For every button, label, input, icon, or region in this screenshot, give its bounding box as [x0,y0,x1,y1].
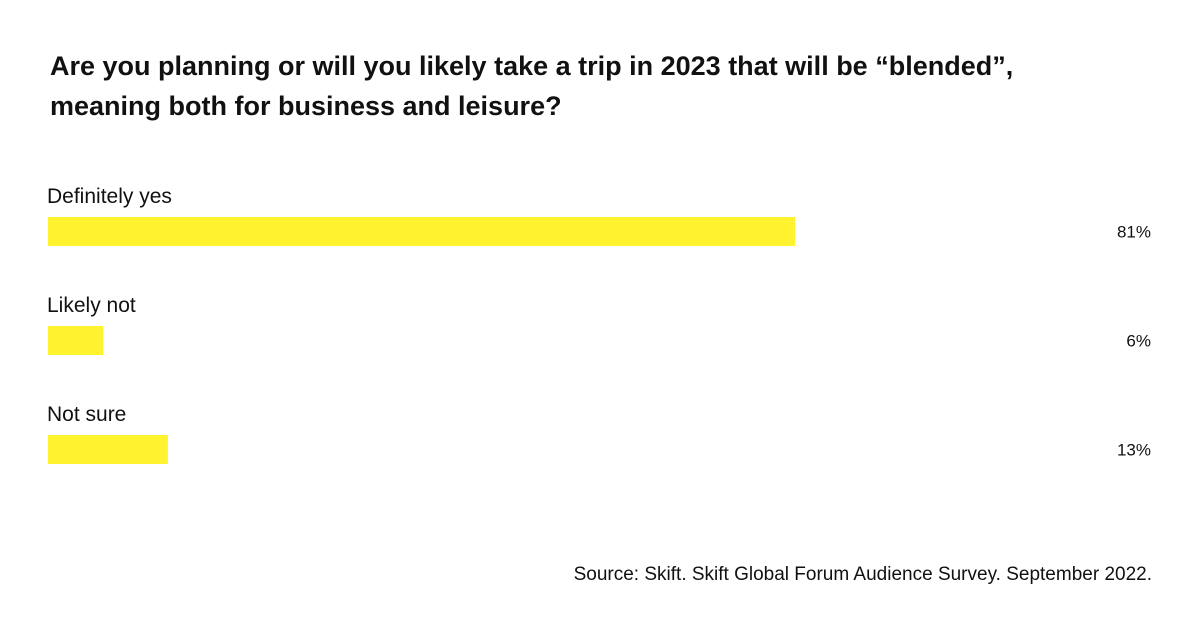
bar [48,217,795,246]
chart-title-line-2: meaning both for business and leisure? [50,91,562,121]
category-label: Definitely yes [47,185,172,208]
value-label: 6% [1126,332,1151,351]
value-label: 13% [1117,441,1151,460]
bar [48,435,168,464]
category-label: Not sure [47,403,126,426]
source-note: Source: Skift. Skift Global Forum Audien… [573,564,1152,585]
category-label: Likely not [47,294,136,317]
value-label: 81% [1117,223,1151,242]
chart-title: Are you planning or will you likely take… [50,46,1150,126]
bar-row: Not sure 13% [47,403,1151,464]
bar-row: Likely not 6% [47,294,1151,355]
chart-title-line-1: Are you planning or will you likely take… [50,51,1014,81]
bar-row: Definitely yes 81% [47,185,1151,246]
bar [48,326,104,355]
